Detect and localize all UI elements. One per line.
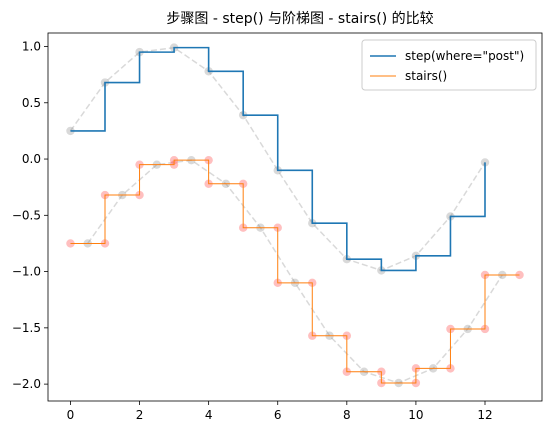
x-tick-label-4: 8 <box>343 408 351 422</box>
y-tick-label-4: −1.0 <box>12 265 41 279</box>
y-axis: 1.0 0.5 0.0 −0.5 −1.0 −1.5 −2.0 <box>12 40 48 391</box>
x-tick-label-2: 4 <box>205 408 213 422</box>
y-tick-label-5: −1.5 <box>12 321 41 335</box>
legend-label-step: step(where="post") <box>405 49 524 63</box>
reference-curve-1 <box>87 159 503 384</box>
series-step-line <box>70 46 486 272</box>
plot-area <box>66 43 524 388</box>
y-tick-label-3: −0.5 <box>12 208 41 222</box>
axes-frame <box>47 32 543 402</box>
y-tick-label-2: 0.0 <box>22 152 41 166</box>
legend: step(where="post") stairs() <box>361 39 537 91</box>
x-axis: 0 2 4 6 8 10 12 <box>67 401 493 422</box>
legend-label-stairs: stairs() <box>405 69 447 83</box>
x-tick-label-1: 2 <box>136 408 144 422</box>
x-tick-label-0: 0 <box>67 408 75 422</box>
series-stairs-line <box>70 159 520 384</box>
x-tick-label-3: 6 <box>274 408 282 422</box>
chart-title: 步骤图 - step() 与阶梯图 - stairs() 的比较 <box>166 11 433 27</box>
y-tick-label-6: −2.0 <box>12 377 41 391</box>
y-tick-label-0: 1.0 <box>22 40 41 54</box>
legend-box <box>361 39 537 91</box>
y-tick-label-1: 0.5 <box>22 96 41 110</box>
x-tick-label-6: 12 <box>477 408 492 422</box>
x-tick-label-5: 10 <box>408 408 423 422</box>
